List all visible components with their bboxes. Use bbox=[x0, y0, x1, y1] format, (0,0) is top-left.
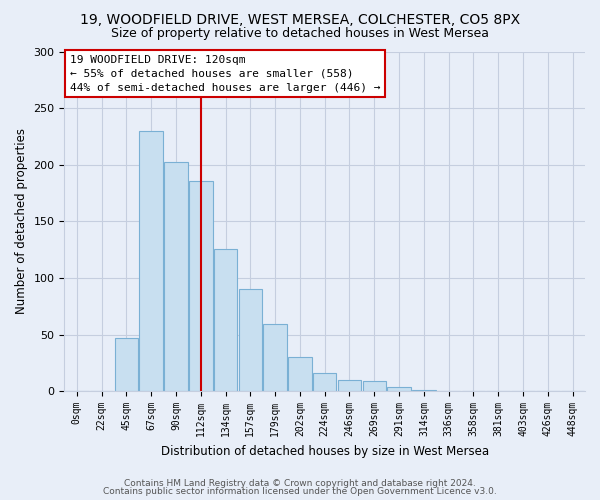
Y-axis label: Number of detached properties: Number of detached properties bbox=[15, 128, 28, 314]
Bar bbox=[115, 338, 138, 391]
X-axis label: Distribution of detached houses by size in West Mersea: Distribution of detached houses by size … bbox=[161, 444, 489, 458]
Bar bbox=[164, 162, 188, 391]
Text: 19, WOODFIELD DRIVE, WEST MERSEA, COLCHESTER, CO5 8PX: 19, WOODFIELD DRIVE, WEST MERSEA, COLCHE… bbox=[80, 12, 520, 26]
Bar bbox=[288, 357, 311, 391]
Bar bbox=[263, 324, 287, 391]
Bar bbox=[362, 381, 386, 391]
Bar bbox=[412, 390, 436, 391]
Bar bbox=[387, 386, 411, 391]
Bar bbox=[239, 290, 262, 391]
Bar bbox=[214, 248, 238, 391]
Bar bbox=[189, 180, 212, 391]
Bar bbox=[338, 380, 361, 391]
Bar bbox=[139, 131, 163, 391]
Text: Contains public sector information licensed under the Open Government Licence v3: Contains public sector information licen… bbox=[103, 487, 497, 496]
Text: Size of property relative to detached houses in West Mersea: Size of property relative to detached ho… bbox=[111, 28, 489, 40]
Text: Contains HM Land Registry data © Crown copyright and database right 2024.: Contains HM Land Registry data © Crown c… bbox=[124, 478, 476, 488]
Bar bbox=[313, 373, 337, 391]
Text: 19 WOODFIELD DRIVE: 120sqm
← 55% of detached houses are smaller (558)
44% of sem: 19 WOODFIELD DRIVE: 120sqm ← 55% of deta… bbox=[70, 55, 380, 93]
